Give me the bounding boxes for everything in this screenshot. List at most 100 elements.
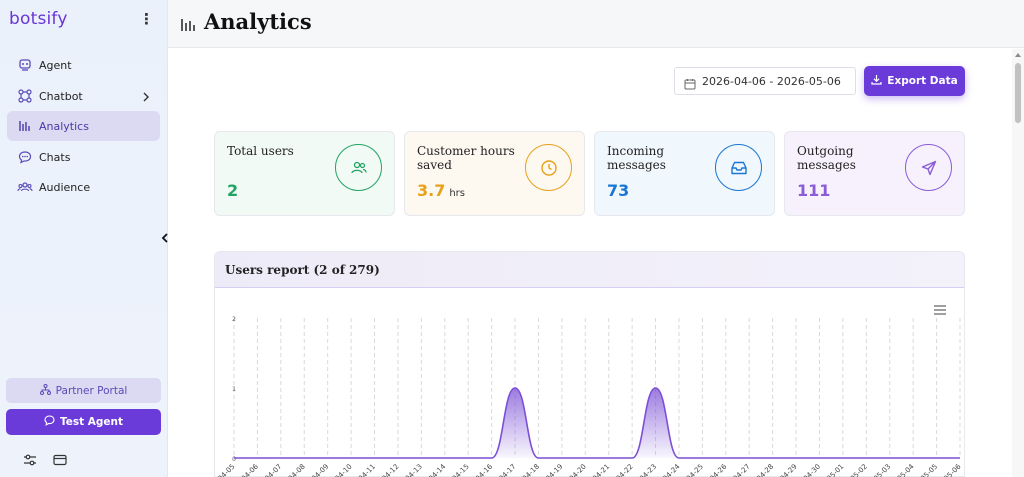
data-point [397,457,399,459]
chevron-right-icon [140,89,152,103]
sidebar-item-label: Agent [39,58,72,72]
x-tick-label: 05-04 [896,462,916,477]
x-tick-label: 04-05 [217,463,237,477]
agent-icon [17,57,33,73]
data-point [889,457,891,459]
page-header: Analytics [168,0,1024,48]
date-range-value: 2026-04-06 - 2026-05-06 [702,74,841,88]
sidebar-item-chats[interactable]: Chats [7,142,160,172]
x-tick-label: 04-29 [779,463,799,477]
x-tick-label: 04-28 [755,463,775,477]
data-point [702,457,704,459]
data-point [561,457,563,459]
data-point [280,457,282,459]
x-tick-label: 04-13 [404,463,424,477]
stat-card-hours-saved: Customer hours saved 3.7 hrs [404,131,585,216]
stat-label: Incoming messages [607,144,666,172]
billing-card-icon[interactable] [52,452,68,468]
series-area [234,388,960,458]
report-title: Users report (2 of 279) [225,263,380,277]
data-point [772,457,774,459]
sidebar-item-agent[interactable]: Agent [7,50,160,80]
sidebar-item-chatbot[interactable]: Chatbot [7,81,160,111]
data-point [654,387,657,389]
sidebar: botsify ⋮ Agent Chatbot Analytics Chats … [0,0,168,477]
stat-value: 73 [607,181,630,200]
data-point [514,387,516,389]
data-point [819,457,821,459]
stat-value: 3.7 hrs [417,181,466,200]
botsify-logo[interactable]: botsify [9,9,68,29]
data-point [257,457,259,459]
x-tick-label: 04-30 [802,463,822,477]
chart-menu-icon[interactable] [934,300,946,315]
data-point [795,457,797,459]
x-tick-label: 04-15 [451,463,471,477]
stat-card-outgoing-messages: Outgoing messages 111 [784,131,965,216]
data-point [538,457,540,459]
vertical-scrollbar[interactable] [1012,49,1024,477]
partner-portal-label: Partner Portal [55,384,128,397]
date-range-picker[interactable]: 2026-04-06 - 2026-05-06 [674,67,856,95]
data-point [936,457,938,459]
x-tick-label: 04-06 [240,462,260,477]
data-point [327,457,329,459]
data-point [233,457,235,459]
y-tick-label: 0 [232,456,236,463]
data-point [678,457,680,459]
data-point [725,457,727,459]
users-icon [335,144,382,191]
data-point [842,457,844,459]
x-tick-label: 04-24 [662,462,682,477]
stat-label: Outgoing messages [797,144,856,172]
sidebar-item-label: Audience [39,180,91,194]
x-tick-label: 04-14 [427,462,447,477]
test-agent-button[interactable]: Test Agent [6,409,161,435]
x-tick-label: 04-18 [521,463,541,477]
stat-label: Customer hours saved [417,144,515,172]
x-tick-label: 04-19 [544,463,564,477]
sidebar-item-audience[interactable]: Audience [7,172,160,202]
chats-icon [17,149,33,165]
sidebar-item-label: Analytics [39,119,89,133]
export-data-button[interactable]: Export Data [864,66,965,96]
x-tick-label: 04-09 [310,463,330,477]
chatbot-icon [17,88,33,104]
x-tick-label: 04-20 [568,463,588,477]
export-data-label: Export Data [887,75,958,87]
settings-sliders-icon[interactable] [22,452,38,468]
sidebar-item-analytics[interactable]: Analytics [7,111,160,141]
x-tick-label: 04-16 [474,462,494,477]
x-tick-label: 04-17 [498,463,518,477]
data-point [421,457,423,459]
scroll-up-arrow-icon[interactable] [1015,53,1021,57]
scroll-thumb[interactable] [1015,63,1021,123]
send-icon [905,144,952,191]
x-tick-label: 04-07 [263,463,283,477]
x-tick-label: 04-10 [334,463,354,477]
y-tick-label: 1 [232,386,236,393]
inbox-icon [715,144,762,191]
test-agent-label: Test Agent [59,416,124,428]
data-point [467,457,469,459]
stat-unit: hrs [449,188,466,199]
sidebar-item-label: Chatbot [39,89,83,103]
kebab-icon[interactable]: ⋮ [139,10,154,28]
y-tick-label: 2 [232,316,236,323]
collapse-sidebar-icon[interactable] [158,230,172,246]
partner-network-icon [39,383,51,398]
x-tick-label: 04-11 [357,463,377,477]
partner-portal-button[interactable]: Partner Portal [6,378,161,403]
x-tick-label: 04-23 [638,463,658,477]
data-point [608,457,610,459]
stat-card-incoming-messages: Incoming messages 73 [594,131,775,216]
x-tick-label: 04-27 [732,463,752,477]
stat-value: 111 [797,181,831,200]
calendar-icon [684,75,696,90]
chat-bubble-icon [44,415,55,429]
sidebar-item-label: Chats [39,150,71,164]
x-tick-label: 04-25 [685,463,705,477]
analytics-title-icon [180,17,198,33]
data-point [866,457,868,459]
